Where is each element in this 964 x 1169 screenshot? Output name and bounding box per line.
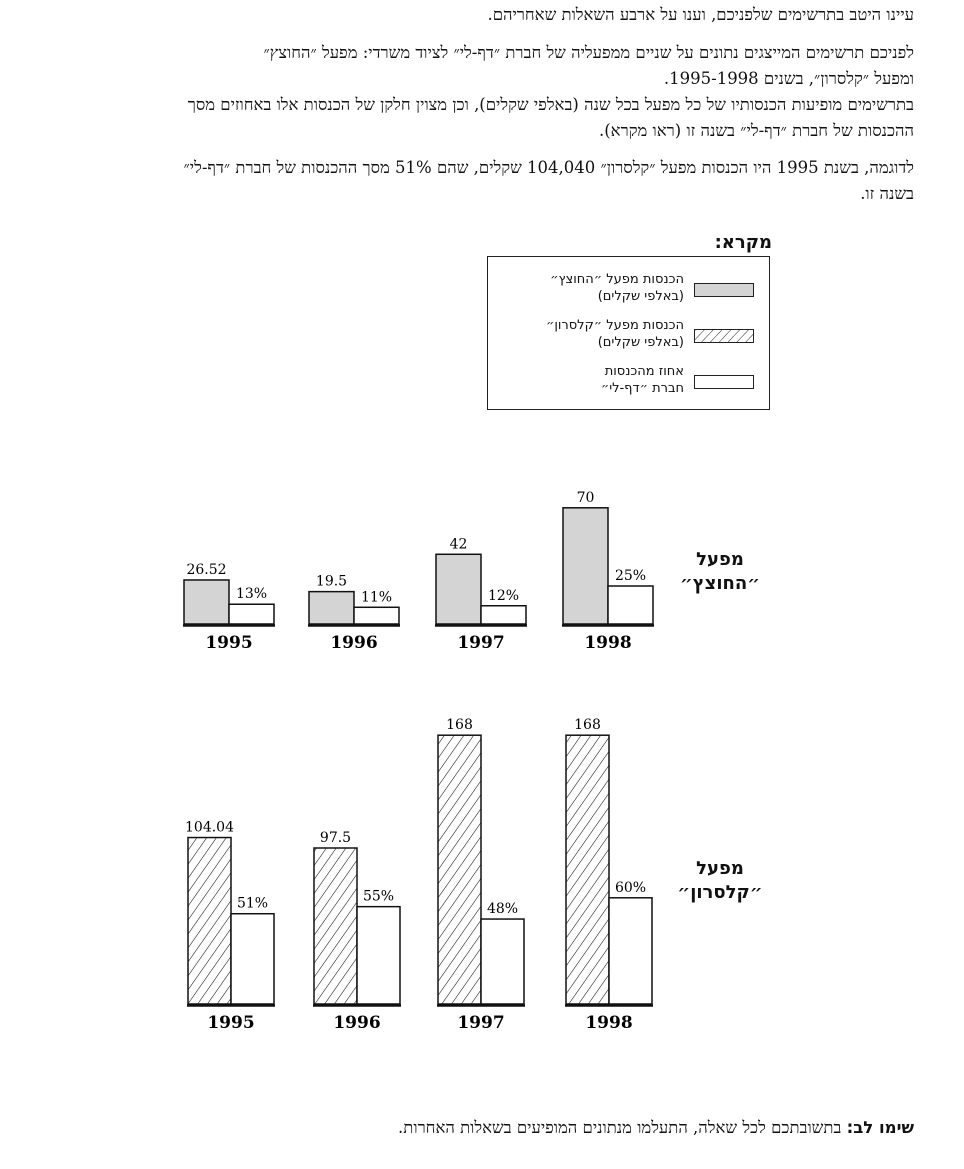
percent-bar [356,905,401,1005]
row-label-hotzetz: מפעל ״החוצץ״ [679,549,761,594]
percent-value-label: 48% [487,901,518,917]
percent-bar [228,603,275,625]
legend-label: הכנסות מפעל ״קלסרון״ (באלפי שקלים) [545,318,684,350]
legend: הכנסות מפעל ״החוצץ״ (באלפי שקלים) הכנסות … [487,256,770,410]
example-line: בשנה זו. [860,184,914,203]
description-paragraph: לפניכם תרשימים המייצגים נתונים על שניים … [30,40,915,92]
explanation-line: בתרשימים מופיעות הכנסותיו של כל מפעל בכל… [187,95,914,114]
attention-note: שימו לב: בתשובתכם לכל שאלה, התעלמו מנתונ… [30,1118,914,1138]
percent-value-label: 13% [236,586,267,602]
year-label: 1996 [330,633,377,653]
income-bar [183,579,230,625]
legend-label: אחוז מהכנסות חברת ״דף-לי״ [600,364,684,396]
percent-bar [608,897,653,1005]
intro-text: עיינו היטב בתרשימים שלפניכם, וענו על ארב… [487,5,914,24]
legend-title: מקרא: [714,232,772,253]
note-text: בתשובתכם לכל שאלה, התעלמו מנתונים המופיע… [398,1118,847,1137]
income-value-label: 97.5 [320,830,351,846]
description-line: לפניכם תרשימים המייצגים נתונים על שניים … [263,43,915,62]
note-label: שימו לב: [846,1118,914,1137]
income-bar [313,847,358,1005]
example-line: לדוגמה, בשנת 1995 היו הכנסות מפעל ״קלסרו… [183,158,914,177]
percent-bar [353,606,400,625]
income-bar [565,734,610,1005]
percent-bar [230,912,275,1005]
income-bar [308,590,355,625]
percent-value-label: 55% [363,889,394,905]
income-value-label: 70 [577,490,595,506]
legend-swatch-hatched [694,329,754,343]
percent-bar [480,918,525,1005]
income-bar [562,507,609,625]
year-label: 1996 [333,1013,380,1033]
explanation-paragraph: בתרשימים מופיעות הכנסותיו של כל מפעל בכל… [30,92,914,144]
example-paragraph: לדוגמה, בשנת 1995 היו הכנסות מפעל ״קלסרו… [30,155,914,207]
income-value-label: 168 [574,717,601,733]
year-label: 1997 [457,1013,504,1033]
row-label-klasron: מפעל ״קלסרון״ [677,858,763,903]
legend-swatch-gray [694,283,754,297]
legend-item-percent: אחוז מהכנסות חברת ״דף-לי״ [488,363,769,403]
legend-item-klasron-income: הכנסות מפעל ״קלסרון״ (באלפי שקלים) [488,317,769,357]
income-bar [187,836,232,1005]
income-bar [435,553,482,625]
legend-swatch-white [694,375,754,389]
percent-value-label: 60% [615,880,646,896]
income-bar [437,734,482,1005]
chart-klasron: 104.04 51% 1995 97.5 55% 1996 168 48% 1997 168 60%… [185,717,653,1033]
income-value-label: 168 [446,717,473,733]
year-label: 1997 [457,633,504,653]
income-value-label: 42 [450,536,468,552]
year-label: 1998 [584,633,631,653]
legend-label: הכנסות מפעל ״החוצץ״ (באלפי שקלים) [550,272,684,304]
description-line: ומפעל ״קלסרון״, בשנים 1995-1998. [663,69,914,88]
percent-bar [607,585,654,625]
percent-value-label: 25% [615,568,646,584]
legend-item-hotzetz-income: הכנסות מפעל ״החוצץ״ (באלפי שקלים) [488,271,769,311]
percent-value-label: 11% [361,589,392,605]
income-value-label: 19.5 [316,574,347,590]
chart-hotzetz: 26.52 13% 1995 19.5 11% 1996 42 12% 1997 70 25% 199… [183,490,654,653]
year-label: 1995 [207,1013,254,1033]
percent-value-label: 51% [237,896,268,912]
percent-value-label: 12% [488,588,519,604]
year-label: 1995 [205,633,252,653]
income-value-label: 104.04 [185,820,234,836]
explanation-line: ההכנסות של חברת ״דף-לי״ בשנה זו (ראו מקר… [599,121,914,140]
percent-bar [480,605,527,625]
intro-paragraph: עיינו היטב בתרשימים שלפניכם, וענו על ארב… [30,2,914,28]
income-value-label: 26.52 [186,562,226,578]
year-label: 1998 [585,1013,632,1033]
